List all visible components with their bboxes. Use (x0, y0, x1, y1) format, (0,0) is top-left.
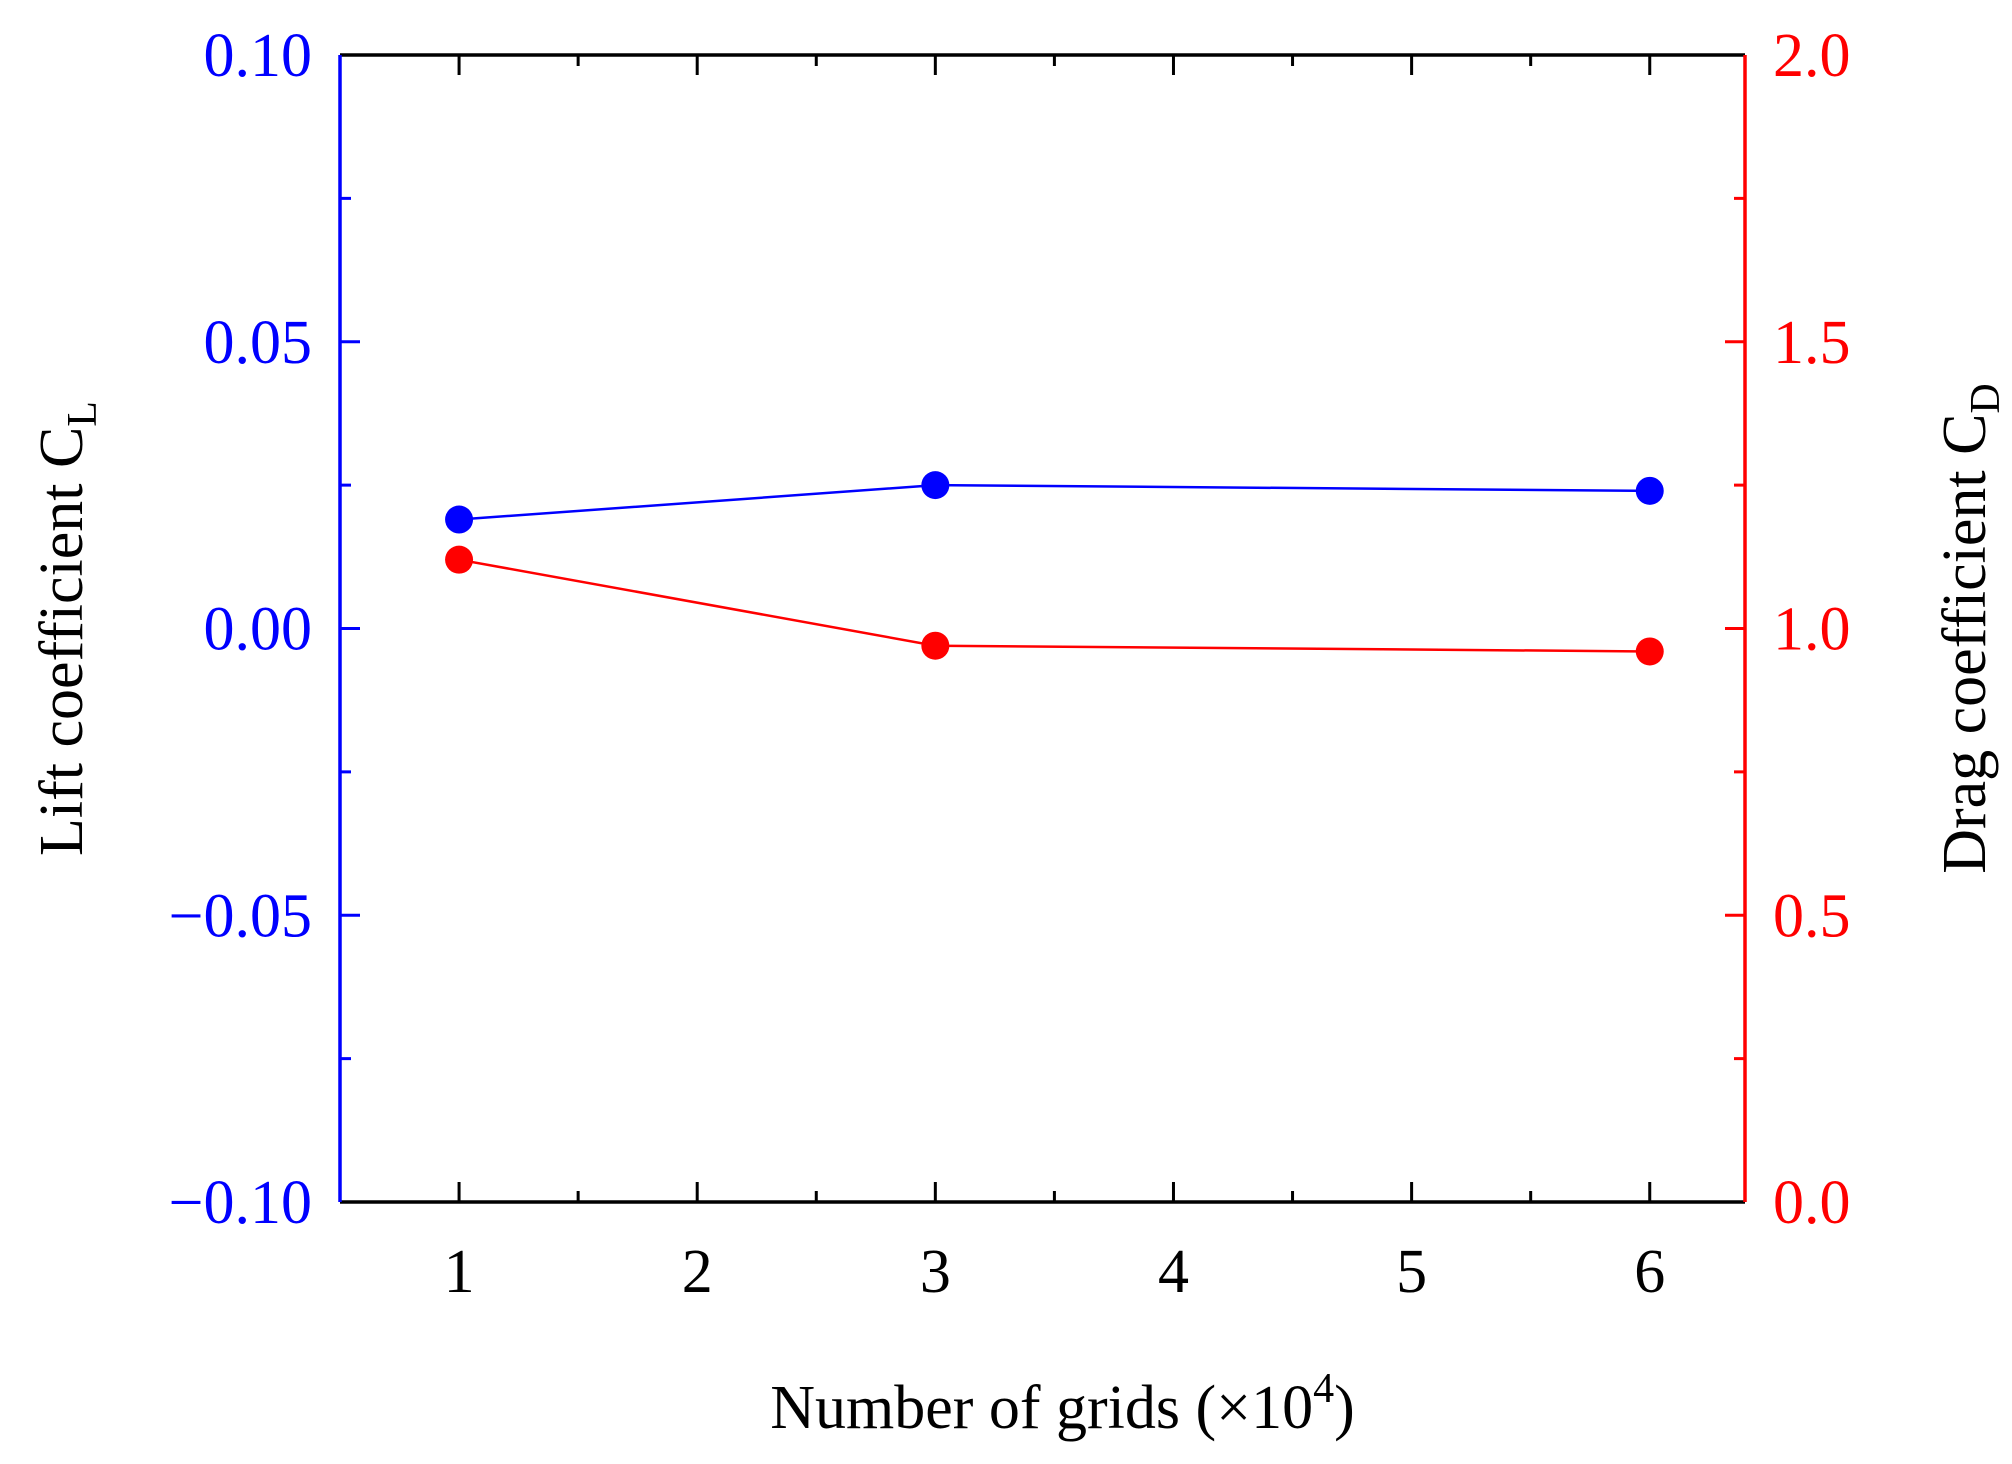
ticks-layer (340, 53, 1745, 1204)
series-left-point (445, 505, 474, 534)
y-left-tick-label: 0.00 (204, 596, 313, 664)
series-left-line (458, 483, 1650, 521)
labels-layer: 1 2 3 4 5 6 −0.10 −0.05 0.00 0.05 0.10 0.0 0.5 1.0 1.5… (28, 22, 2009, 1442)
series-right-point (1635, 637, 1664, 666)
series-right-line (458, 558, 1650, 653)
x-tick-label: 6 (1634, 1238, 1665, 1306)
series-left-point (1635, 476, 1664, 505)
x-tick-label: 1 (444, 1238, 475, 1306)
y-right-axis-label: Drag coefficient CD (1931, 383, 2009, 874)
x-tick-label: 5 (1396, 1238, 1427, 1306)
y-left-tick-label: 0.10 (204, 22, 313, 90)
y-left-axis-label: Lift coefficient CL (28, 401, 106, 856)
y-right-tick-label: 1.0 (1773, 596, 1851, 664)
frame-layer (338, 53, 1747, 1204)
y-right-tick-label: 0.5 (1773, 882, 1851, 950)
series-layer (445, 471, 1664, 666)
y-right-tick-label: 1.5 (1773, 309, 1851, 377)
x-axis-label: Number of grids (×104) (770, 1366, 1355, 1442)
y-left-tick-label: −0.05 (169, 882, 312, 950)
y-left-tick-label: 0.05 (204, 309, 313, 377)
y-right-tick-label: 2.0 (1773, 22, 1851, 90)
series-left-point (921, 471, 950, 500)
x-tick-label: 3 (920, 1238, 951, 1306)
series-right-point (445, 545, 474, 574)
x-tick-label: 4 (1158, 1238, 1189, 1306)
y-right-tick-label: 0.0 (1773, 1169, 1851, 1237)
series-right-point (921, 631, 950, 660)
x-tick-label: 2 (682, 1238, 713, 1306)
y-left-tick-label: −0.10 (169, 1169, 312, 1237)
